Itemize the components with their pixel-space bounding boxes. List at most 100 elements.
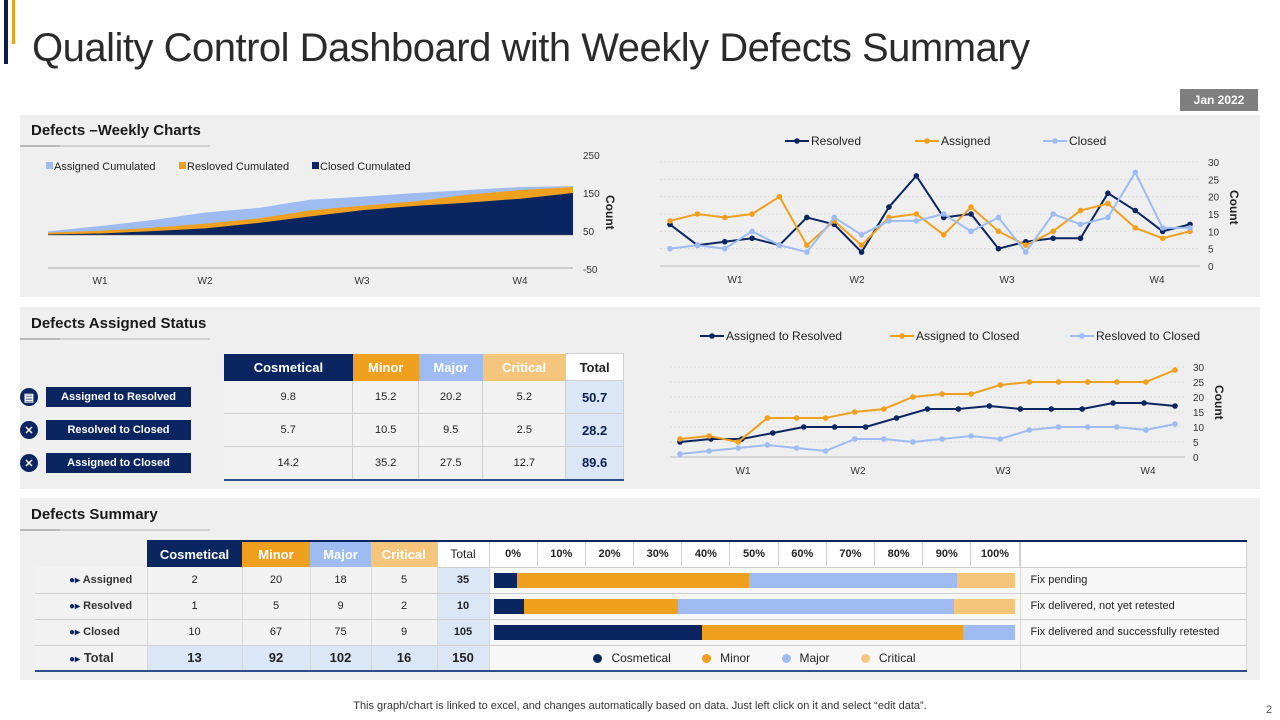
legend-swatch xyxy=(179,162,186,169)
total-cell: 89.6 xyxy=(565,446,624,481)
status-label-resolved-to-closed: Resolved to Closed xyxy=(46,420,191,440)
table-header-row: Cosmetical Minor Major Critical Total xyxy=(224,353,624,381)
total-cell: 16 xyxy=(371,645,438,672)
series-point xyxy=(800,424,807,430)
series-point xyxy=(1077,235,1084,242)
percent-tick: 40% xyxy=(682,542,731,567)
series-point xyxy=(1141,400,1147,406)
series-point xyxy=(1084,424,1091,430)
x-tick-label: W3 xyxy=(1000,275,1015,286)
stacked-bar-cell xyxy=(489,593,1021,620)
table-cell: 5.7 xyxy=(224,413,354,447)
y-axis-label: Count xyxy=(1227,190,1241,225)
percent-tick: 80% xyxy=(875,542,924,567)
col-header-cosmetical: Cosmetical xyxy=(147,540,242,567)
series-point xyxy=(764,442,771,448)
weekly-line-chart[interactable]: 30 25 20 15 10 5 0 Count W1 W2 W3 W4 Resolved Assigne… xyxy=(635,125,1250,290)
legend-marker xyxy=(1079,333,1085,339)
table-cell: 27.5 xyxy=(418,446,484,481)
series-point xyxy=(1132,169,1139,176)
status-row-label-item: ▤ Assigned to Resolved xyxy=(20,383,220,411)
status-label-assigned-to-closed: Assigned to Closed xyxy=(46,453,191,473)
legend-marker xyxy=(924,138,930,144)
table-cell: 1 xyxy=(147,593,243,620)
status-row-label-item: ✕ Assigned to Closed xyxy=(20,449,220,477)
y-tick-label: 30 xyxy=(1208,158,1220,169)
table-cell: 5 xyxy=(371,567,438,594)
legend-marker xyxy=(1052,138,1058,144)
series-point xyxy=(939,436,945,442)
series-point xyxy=(1110,400,1116,406)
row-note: Fix pending xyxy=(1020,567,1247,594)
table-row: 5.7 10.5 9.5 2.5 28.2 xyxy=(224,413,624,447)
percent-tick: 10% xyxy=(538,542,586,567)
series-point xyxy=(735,445,742,451)
series-point xyxy=(694,242,701,248)
row-label-resolved: ●▸ Resolved xyxy=(35,593,148,620)
legend-dot-icon xyxy=(860,654,870,664)
series-point xyxy=(858,232,865,238)
page-title: Quality Control Dashboard with Weekly De… xyxy=(32,26,1030,70)
legend-swatch xyxy=(46,162,53,169)
total-cell: 50.7 xyxy=(565,380,624,414)
series-point xyxy=(1084,379,1091,385)
table-cell: 9.5 xyxy=(418,413,484,447)
cumulative-area-chart[interactable]: W1 W2 W3 W4 250 150 50 -50 Count Assigned Cumulat… xyxy=(30,150,630,295)
series-point xyxy=(858,242,865,248)
status-row-labels: ▤ Assigned to Resolved ✕ Resolved to Clo… xyxy=(20,383,220,477)
series-point xyxy=(1055,379,1062,385)
x-tick-label: W4 xyxy=(1141,466,1156,477)
series-point xyxy=(881,406,887,412)
section-title-assigned: Defects Assigned Status xyxy=(31,315,207,332)
y-tick-label: 0 xyxy=(1208,262,1214,273)
series-point xyxy=(995,228,1002,235)
stacked-bar-cell xyxy=(489,619,1021,646)
legend-item: Cosmetical xyxy=(593,650,671,665)
table-cell: 75 xyxy=(310,619,372,646)
weekly-charts-panel xyxy=(20,115,1260,297)
legend-dot-icon xyxy=(593,654,603,664)
legend-label: Closed xyxy=(1069,134,1106,148)
table-cell: 20.2 xyxy=(418,380,484,414)
section-title-summary: Defects Summary xyxy=(31,506,158,523)
series-point xyxy=(851,436,858,442)
series-point xyxy=(677,451,683,457)
assigned-status-line-chart[interactable]: 30 25 20 15 10 5 0 Count W1 W2 W3 W4 Assigned to Res… xyxy=(640,320,1250,480)
summary-legend: Cosmetical Minor Major Critical xyxy=(489,645,1021,672)
table-cell: 5 xyxy=(242,593,311,620)
table-cell: 9.8 xyxy=(224,380,354,414)
legend-dot-icon xyxy=(702,654,712,664)
row-label-text: Total xyxy=(83,650,114,666)
series-point xyxy=(793,415,800,421)
col-header-total: Total xyxy=(565,353,624,381)
row-note: Fix delivered and successfully retested xyxy=(1020,619,1247,646)
y-tick-label: 10 xyxy=(1193,423,1205,434)
series-point xyxy=(764,415,771,421)
series-point xyxy=(770,430,776,436)
series-point xyxy=(924,406,931,412)
series-point xyxy=(940,211,947,217)
legend-label: Cosmetical xyxy=(611,650,671,665)
col-header-critical: Critical xyxy=(482,353,566,381)
section-underline xyxy=(20,338,210,340)
x-tick-label: W1 xyxy=(728,275,743,286)
series-point xyxy=(1113,424,1120,430)
legend-label: Minor xyxy=(720,650,751,665)
series-point xyxy=(804,242,810,248)
x-tick-label: W1 xyxy=(93,276,108,287)
percent-scale: 0% 10% 20% 30% 40% 50% 60% 70% 80% 90% 100% xyxy=(490,542,1020,567)
series-point xyxy=(721,245,728,252)
series-point xyxy=(1017,406,1024,412)
series-line-0 xyxy=(669,174,1191,254)
percent-tick: 100% xyxy=(971,542,1020,567)
status-label-assigned-to-resolved: Assigned to Resolved xyxy=(46,387,191,407)
series-point xyxy=(881,436,887,442)
legend-label: Critical xyxy=(878,650,916,665)
legend-dot-icon xyxy=(781,654,791,664)
series-point xyxy=(997,436,1004,442)
series-point xyxy=(1105,190,1111,196)
series-point xyxy=(851,409,858,415)
row-label-text: Closed xyxy=(83,626,120,638)
legend-marker xyxy=(794,138,800,144)
percent-tick: 30% xyxy=(634,542,683,567)
